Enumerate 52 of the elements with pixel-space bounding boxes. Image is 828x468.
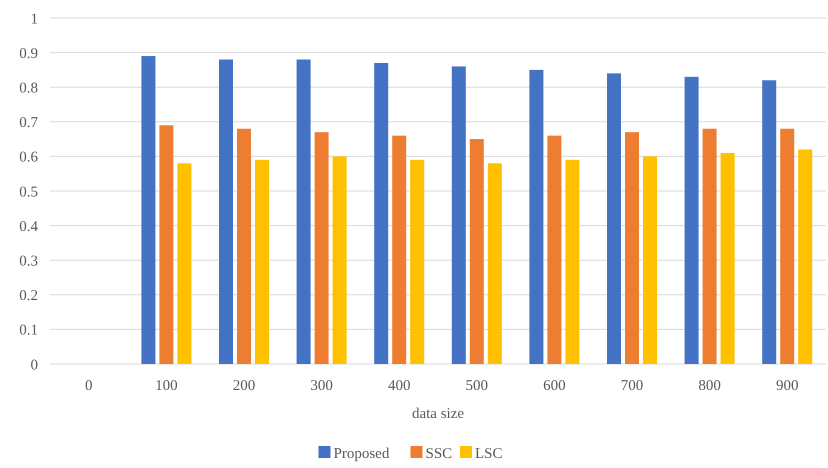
bar xyxy=(237,128,251,364)
y-tick-label: 1 xyxy=(30,11,38,28)
x-tick-label: 200 xyxy=(232,378,256,394)
bar xyxy=(219,60,233,364)
y-tick-label: 0.4 xyxy=(19,218,38,235)
bar xyxy=(762,80,776,364)
legend-label: SSC xyxy=(426,446,452,462)
bar xyxy=(702,128,717,364)
y-tick-label: 0 xyxy=(30,357,38,374)
y-tick-label: 0.6 xyxy=(19,150,38,166)
bar xyxy=(529,70,544,364)
bar xyxy=(565,160,580,364)
y-tick-label: 0.1 xyxy=(19,322,38,339)
bar xyxy=(684,76,699,364)
bar xyxy=(470,139,484,364)
x-tick-label: 0 xyxy=(85,378,93,394)
x-tick-label: 100 xyxy=(155,378,178,394)
bar xyxy=(410,160,424,364)
bar xyxy=(296,60,311,364)
x-tick-label: 400 xyxy=(388,378,410,394)
bar xyxy=(374,62,388,364)
y-tick-label: 0.3 xyxy=(19,253,38,270)
bar xyxy=(255,160,269,364)
bar xyxy=(780,128,794,364)
x-tick-label: 900 xyxy=(776,378,798,394)
bar xyxy=(643,156,657,364)
x-tick-label: 500 xyxy=(466,378,488,394)
y-tick-label: 0.7 xyxy=(19,115,38,132)
bar xyxy=(332,156,347,364)
bar xyxy=(159,125,174,364)
y-tick-label: 0.9 xyxy=(19,46,38,62)
bar xyxy=(392,136,406,364)
x-tick-label: 600 xyxy=(543,378,566,394)
bar xyxy=(314,132,329,364)
bar xyxy=(625,132,639,364)
bar xyxy=(720,152,735,364)
bar xyxy=(607,73,621,364)
x-axis-title: data size xyxy=(412,406,464,422)
bar xyxy=(177,163,192,364)
bar xyxy=(798,149,812,364)
x-tick-label: 800 xyxy=(698,378,721,394)
bar xyxy=(547,136,562,364)
legend-label: Proposed xyxy=(334,446,390,462)
y-tick-label: 0.5 xyxy=(19,184,38,200)
legend-label: LSC xyxy=(475,446,503,462)
bar xyxy=(141,56,156,364)
y-tick-label: 0.8 xyxy=(19,80,38,96)
bar xyxy=(488,163,502,364)
bar xyxy=(452,66,466,364)
x-tick-label: 300 xyxy=(310,378,333,394)
x-tick-label: 700 xyxy=(620,378,644,394)
y-tick-label: 0.2 xyxy=(19,288,38,304)
